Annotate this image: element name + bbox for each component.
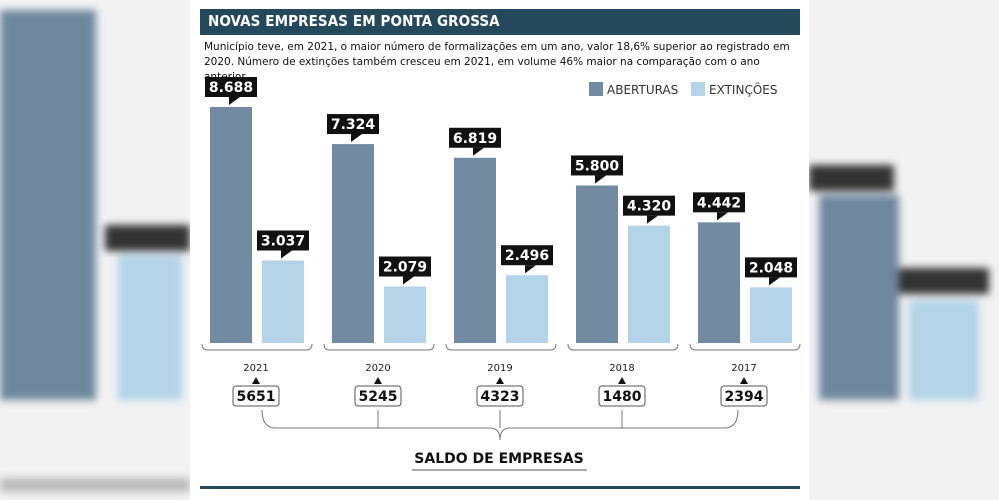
- data-label-aberturas-box: [327, 114, 379, 135]
- arrow-up-icon: [374, 377, 382, 384]
- balance-value: 1480: [603, 389, 642, 405]
- legend-swatch-aberturas: [589, 82, 603, 96]
- balance-value: 5651: [237, 389, 276, 405]
- balance-title: SALDO DE EMPRESAS: [414, 451, 583, 467]
- bar-aberturas: [454, 157, 496, 343]
- data-label-extincoes-box: [745, 257, 797, 278]
- arrow-up-icon: [496, 377, 504, 384]
- data-label-extincoes-pointer: [769, 277, 780, 286]
- data-label-aberturas-pointer: [473, 147, 484, 156]
- data-label-aberturas: 4.442: [697, 195, 741, 211]
- x-tick-label: 2020: [365, 363, 390, 374]
- bar-chart: ABERTURAS EXTINÇÕES 8.688 3.037 2021 5651 7.32…: [201, 77, 801, 471]
- blurred-bar: [819, 195, 899, 400]
- group-bracket: [567, 343, 679, 351]
- bar-extincoes: [384, 286, 426, 343]
- data-label-extincoes-pointer: [403, 276, 414, 285]
- blurred-bar: [909, 300, 979, 400]
- bar-aberturas: [210, 107, 252, 343]
- data-label-aberturas: 7.324: [331, 117, 376, 133]
- balance-value: 5245: [359, 389, 398, 405]
- data-label-aberturas-pointer: [229, 97, 240, 105]
- balance-box: [232, 385, 280, 407]
- data-label-aberturas-box: [571, 155, 623, 176]
- blurred-label: [105, 225, 190, 251]
- balance-box: [598, 385, 646, 407]
- arrow-up-icon: [740, 377, 748, 384]
- page-title: NOVAS EMPRESAS EM PONTA GROSSA: [208, 12, 500, 30]
- data-label-aberturas: 6.819: [453, 131, 497, 147]
- balance-box: [720, 385, 768, 407]
- balance-box: [354, 385, 402, 407]
- blurred-rule: [0, 478, 190, 492]
- data-label-aberturas-pointer: [351, 134, 362, 143]
- balance-value: 4323: [481, 389, 520, 405]
- data-label-aberturas-pointer: [595, 175, 606, 184]
- data-label-extincoes: 3.037: [261, 234, 305, 250]
- subtitle: Município teve, em 2021, o maior número …: [204, 41, 790, 83]
- balance-value: 2394: [725, 389, 764, 405]
- data-label-aberturas: 8.688: [209, 80, 253, 96]
- bar-extincoes: [750, 287, 792, 343]
- data-label-aberturas-box: [449, 127, 501, 148]
- balance-box: [476, 385, 524, 407]
- bar-extincoes: [506, 275, 548, 343]
- data-label-aberturas: 5.800: [575, 158, 620, 174]
- blurred-label: [809, 165, 894, 191]
- infographic-card: NOVAS EMPRESAS EM PONTA GROSSA Município…: [190, 0, 809, 500]
- legend-label-aberturas: ABERTURAS: [607, 83, 678, 97]
- bar-aberturas: [332, 144, 374, 343]
- data-label-extincoes: 2.079: [383, 260, 427, 276]
- header-bar: NOVAS EMPRESAS EM PONTA GROSSA: [200, 9, 800, 35]
- data-label-aberturas-pointer: [717, 212, 728, 221]
- legend-label-extincoes: EXTINÇÕES: [709, 82, 777, 97]
- legend-swatch-extincoes: [691, 82, 705, 96]
- data-label-extincoes: 2.048: [749, 260, 793, 276]
- data-label-extincoes-box: [257, 230, 309, 251]
- group-bracket: [201, 343, 313, 351]
- blurred-label: [899, 268, 989, 294]
- bar-aberturas: [576, 185, 618, 343]
- data-label-aberturas-box: [693, 192, 745, 213]
- group-bracket: [323, 343, 435, 351]
- arrow-up-icon: [252, 377, 260, 384]
- blurred-bar: [118, 255, 182, 400]
- data-label-extincoes: 2.496: [505, 248, 549, 264]
- x-tick-label: 2021: [243, 363, 268, 374]
- data-label-extincoes-box: [623, 195, 675, 216]
- x-tick-label: 2018: [609, 363, 634, 374]
- blurred-bar: [0, 10, 96, 400]
- bar-extincoes: [628, 225, 670, 343]
- blurred-left-margin: [0, 0, 190, 500]
- data-label-extincoes-box: [379, 256, 431, 277]
- bar-aberturas: [698, 222, 740, 343]
- x-tick-label: 2017: [731, 363, 756, 374]
- group-bracket: [689, 343, 801, 351]
- data-label-extincoes-pointer: [281, 250, 292, 259]
- group-bracket: [445, 343, 557, 351]
- data-label-aberturas-box: [205, 77, 257, 97]
- data-label-extincoes: 4.320: [627, 199, 672, 215]
- data-label-extincoes-box: [501, 245, 553, 266]
- balance-brace: [261, 409, 739, 441]
- x-tick-label: 2019: [487, 363, 512, 374]
- bottom-rule: [200, 486, 800, 489]
- data-label-extincoes-pointer: [647, 215, 658, 224]
- arrow-up-icon: [618, 377, 626, 384]
- data-label-extincoes-pointer: [525, 265, 536, 274]
- bar-extincoes: [262, 260, 304, 343]
- blurred-right-margin: [809, 0, 999, 500]
